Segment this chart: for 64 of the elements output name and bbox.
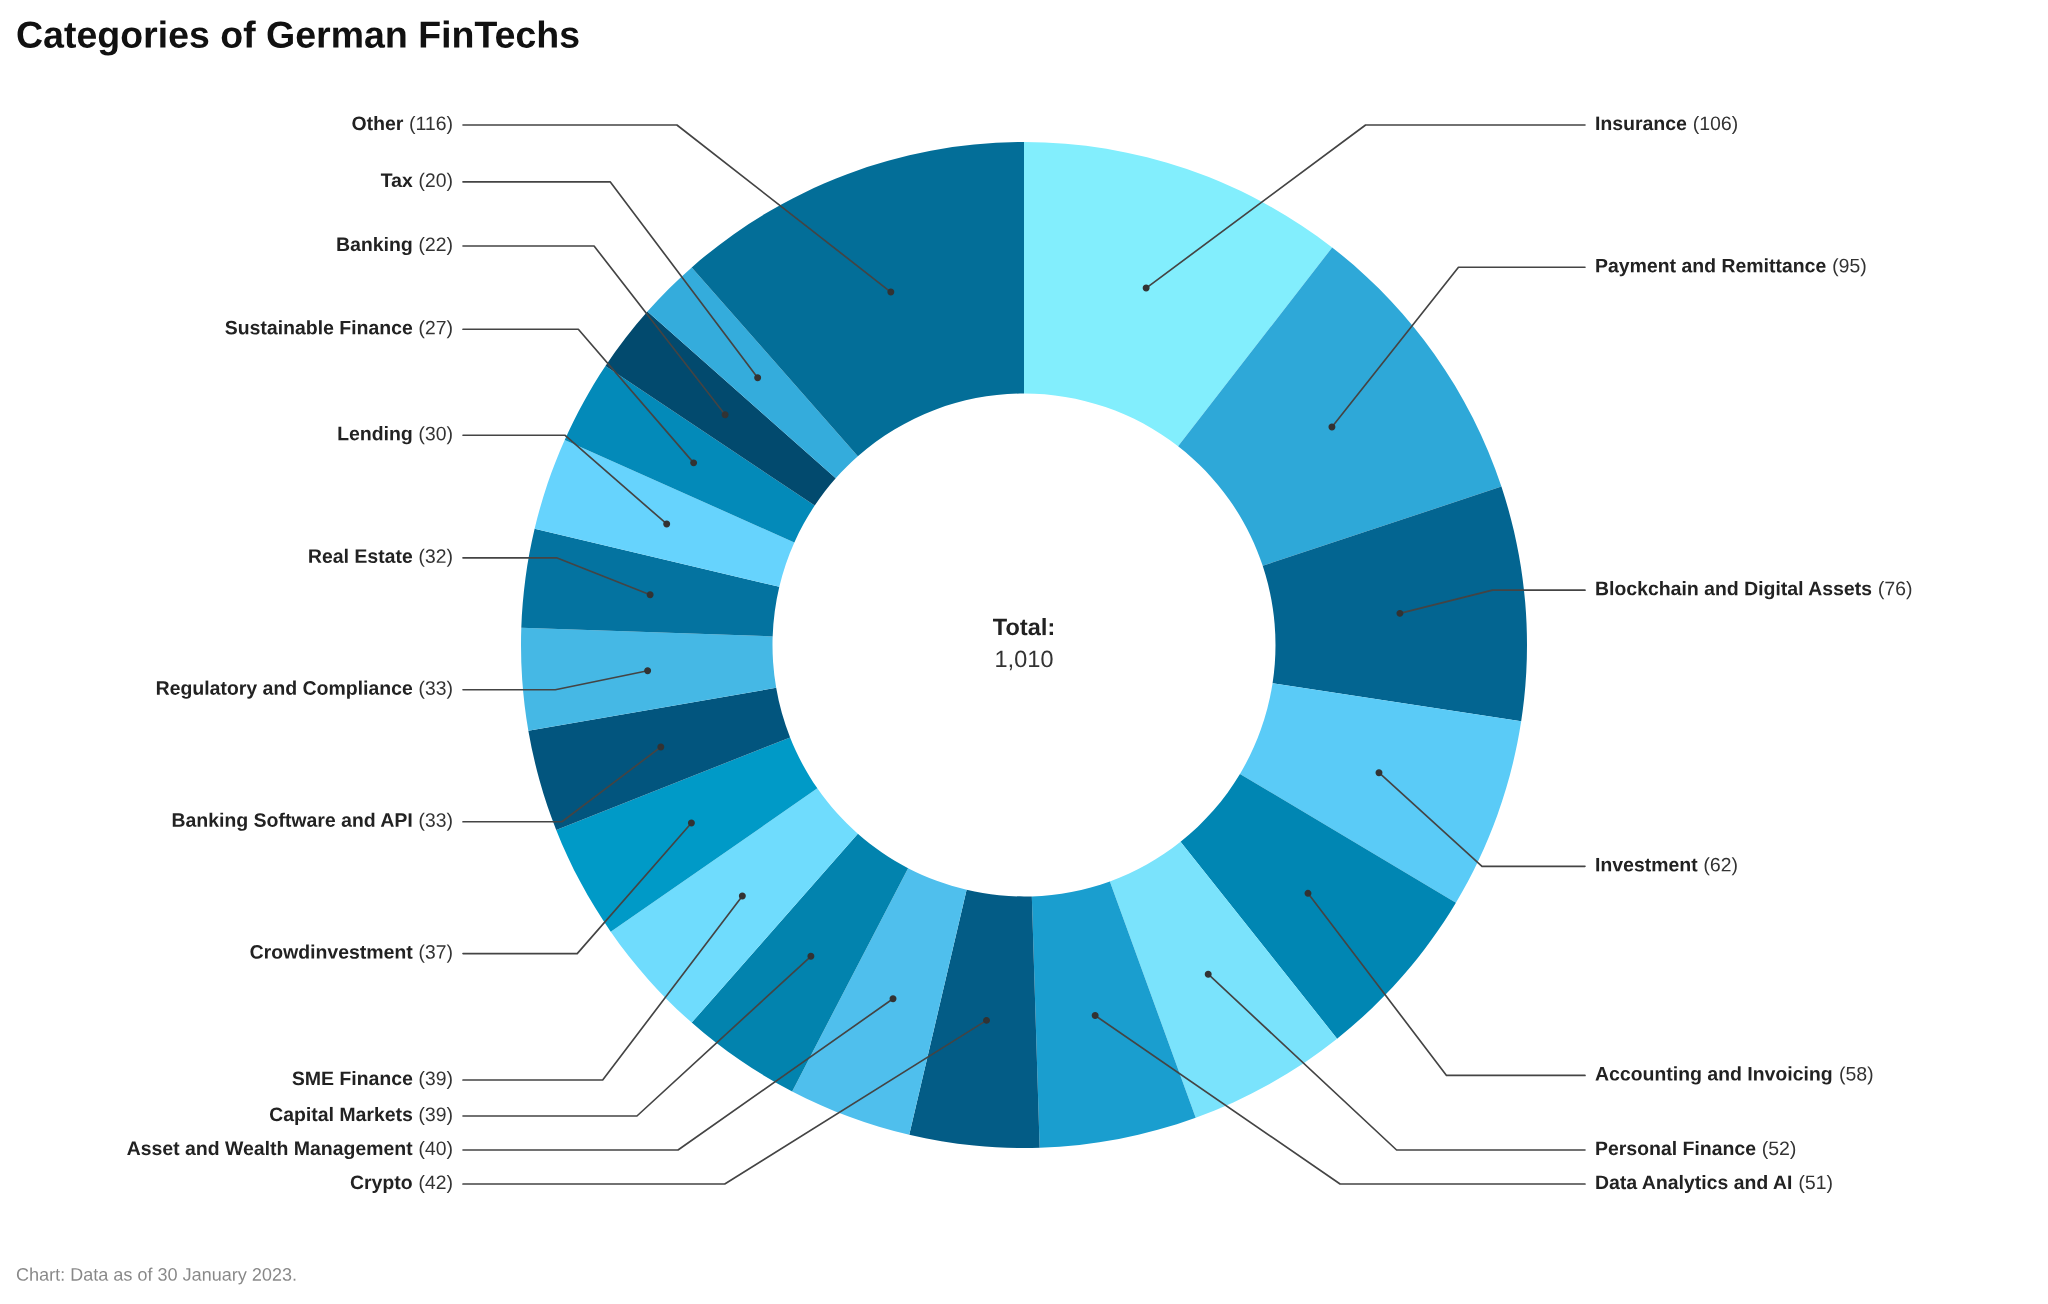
slice-label: Other (352, 115, 404, 131)
data-label: (42) (419, 1174, 452, 1194)
donut-slice (1180, 773, 1456, 1039)
donut-slice (647, 267, 858, 479)
donut-slice (792, 868, 967, 1135)
text: Chart: Data as of 30 January 2023. (16, 1267, 296, 1285)
text: 1,010 (996, 650, 1053, 671)
slice-label: Banking (337, 236, 412, 256)
data-label: (95) (1833, 258, 1866, 277)
data-label: (32) (419, 548, 452, 567)
donut-slice (1031, 881, 1196, 1148)
donut-slice (1239, 683, 1522, 903)
donut-slice (564, 366, 815, 543)
data-label: (62) (1704, 857, 1737, 876)
donut-slice (521, 528, 780, 637)
slice-label: Capital Markets (269, 1106, 413, 1126)
donut-slice (691, 142, 1024, 457)
donut-slice (1262, 486, 1527, 722)
data-label: (37) (419, 944, 452, 963)
slice-label: Asset and Wealth Management (127, 1140, 413, 1160)
chart-title: Categories of German FinTechs (17, 20, 579, 56)
slice-label: Payment and Remittance (1596, 258, 1826, 277)
slice-label: Personal Finance (1596, 1140, 1756, 1156)
slice-label: Lending (338, 426, 412, 445)
slice-label: SME Finance (292, 1070, 413, 1086)
slice-label: Blockchain and Digital Assets (1596, 581, 1872, 600)
donut-slice (521, 627, 777, 731)
donut-slice (528, 687, 791, 830)
text: Total: (993, 617, 1053, 636)
donut-slice (1024, 142, 1333, 447)
data-label: (33) (419, 812, 452, 831)
slice-label: Data Analytics and AI (1596, 1174, 1792, 1194)
data-label: (58) (1840, 1066, 1873, 1085)
data-label: (51) (1799, 1174, 1832, 1194)
data-label: (22) (419, 236, 452, 256)
data-label: (27) (419, 320, 452, 339)
slice-label: Real Estate (309, 548, 413, 564)
slice-label: Accounting and Invoicing (1595, 1066, 1832, 1085)
donut-slice (1178, 247, 1502, 566)
slice-label: Sustainable Finance (225, 320, 413, 335)
slice-label: Tax (380, 173, 413, 188)
data-label: (40) (419, 1140, 452, 1160)
data-label: (76) (1879, 581, 1912, 600)
data-label: (39) (419, 1070, 452, 1090)
donut-slice (534, 439, 795, 587)
data-label: (20) (419, 172, 452, 191)
slice-label: Regulatory and Compliance (156, 680, 413, 699)
data-label: (106) (1693, 115, 1737, 135)
data-label: (30) (419, 426, 452, 445)
data-label: (52) (1762, 1140, 1796, 1160)
slice-label: Banking Software and API (172, 812, 412, 831)
donut-slice (610, 788, 858, 1023)
donut-slice (605, 311, 836, 506)
slice-label: Crowdinvestment (250, 944, 413, 959)
slice-label: Investment (1596, 857, 1698, 872)
data-label: (39) (419, 1106, 452, 1126)
donut-slice (556, 737, 818, 932)
donut-slice (909, 889, 1040, 1148)
data-label: (33) (419, 680, 452, 699)
slice-label: Insurance (1596, 116, 1687, 131)
donut-slice (1109, 841, 1338, 1118)
donut-slice (691, 833, 909, 1092)
data-label: (116) (410, 115, 452, 135)
slice-label: Crypto (350, 1175, 412, 1194)
